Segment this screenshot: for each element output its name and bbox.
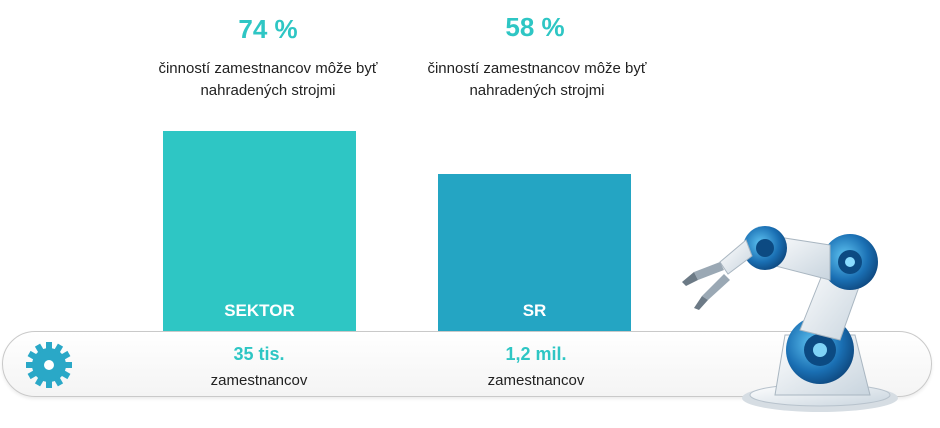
gear-tooth xyxy=(26,362,34,368)
bar-sektor: SEKTOR xyxy=(163,131,356,331)
gear-tooth xyxy=(53,343,64,354)
robot-arm-icon xyxy=(682,226,898,412)
gear-tooth xyxy=(60,350,71,361)
gear-icon xyxy=(26,342,72,388)
employee-unit-sektor: zamestnancov xyxy=(210,372,308,389)
gear-tooth xyxy=(27,350,38,361)
employee-count-sr: 1,2 mil. xyxy=(505,344,567,364)
gear-tooth xyxy=(27,369,38,380)
caption-line-1: činností zamestnancov môže byť xyxy=(158,60,378,77)
employee-unit-sr: zamestnancov xyxy=(487,372,585,389)
value-label-sr: 58 % xyxy=(505,12,565,42)
caption-sektor: činností zamestnancov môže byť nahradený… xyxy=(128,58,408,102)
gear-tooth xyxy=(53,376,64,387)
base-track xyxy=(2,331,932,397)
gear-tooth xyxy=(64,362,72,368)
gear-tooth xyxy=(46,380,52,388)
employee-count-sektor: 35 tis. xyxy=(233,344,285,364)
gear-tooth xyxy=(34,376,45,387)
value-label-sektor: 74 % xyxy=(238,14,298,44)
bar-sr: SR xyxy=(438,174,631,331)
caption-sr: činností zamestnancov môže byť nahradený… xyxy=(397,58,677,102)
caption-line-2: nahradených strojmi xyxy=(200,82,336,99)
category-label-sr: SR xyxy=(522,300,547,320)
gear-tooth xyxy=(60,369,71,380)
gear-tooth xyxy=(46,342,52,350)
category-label-sektor: SEKTOR xyxy=(224,301,295,320)
caption-line-2: nahradených strojmi xyxy=(469,82,605,99)
gear-tooth xyxy=(34,343,45,354)
caption-line-1: činností zamestnancov môže byť xyxy=(427,60,647,77)
